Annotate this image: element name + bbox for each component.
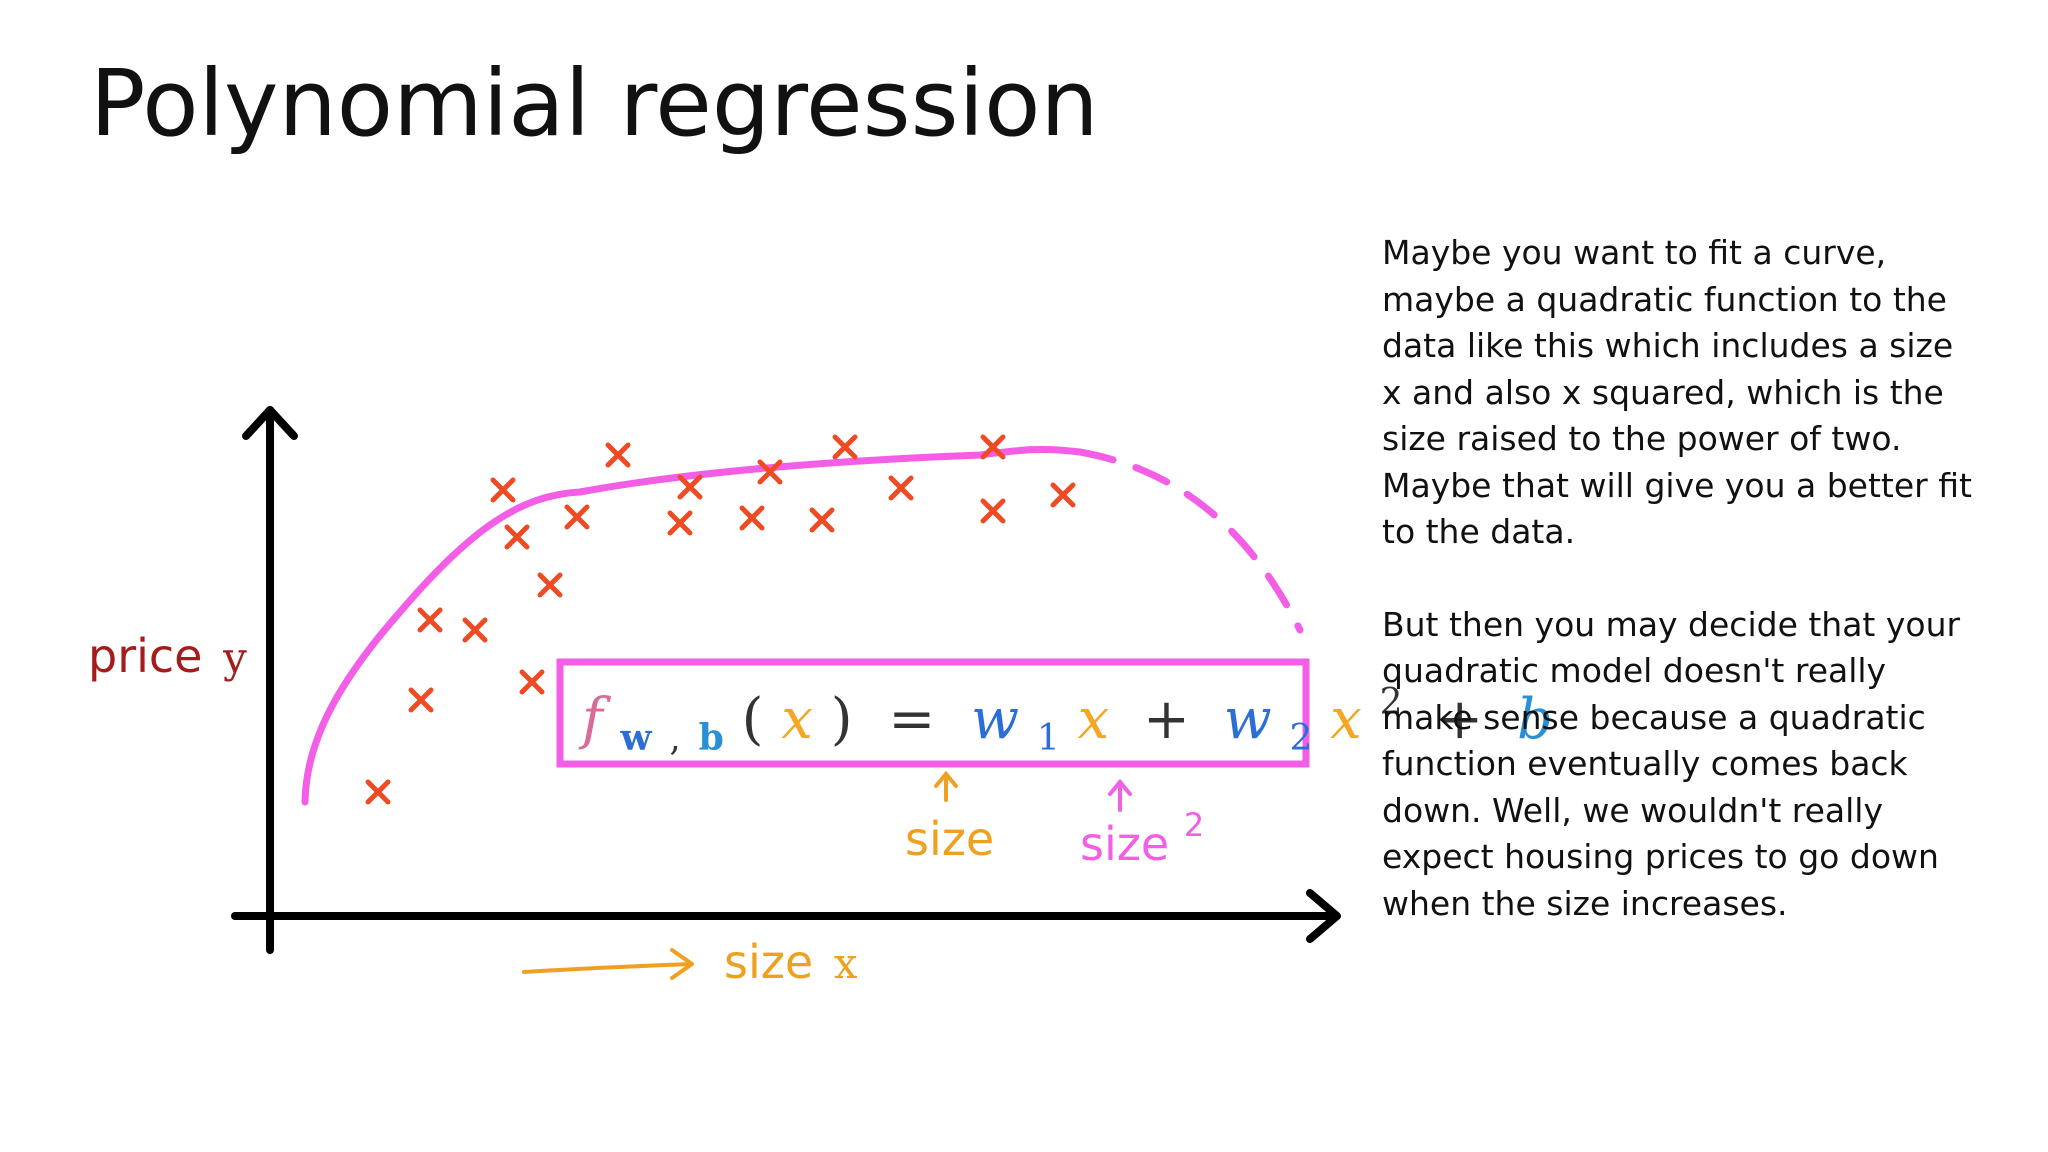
formula-w1-sub: 1	[1037, 718, 1060, 759]
size-arrow	[934, 770, 958, 802]
data-point-17	[888, 475, 914, 501]
x-axis-label: size x	[724, 935, 858, 989]
formula-b: b	[1517, 687, 1553, 752]
formula-x-arg: x	[781, 687, 813, 752]
size-squared-word: size	[1080, 817, 1169, 871]
x-axis-label-var: x	[834, 939, 858, 988]
data-point-3	[417, 607, 443, 633]
data-point-5	[519, 669, 545, 695]
formula-sub-sep: ,	[669, 718, 680, 759]
size-squared-arrow	[1108, 778, 1132, 812]
narration-paragraph-1: Maybe you want to fit a curve, maybe a q…	[1382, 233, 1972, 551]
formula-sub-b: b	[699, 717, 724, 759]
formula-x1: x	[1078, 687, 1110, 752]
data-points	[365, 434, 1076, 805]
data-point-1	[365, 779, 391, 805]
data-point-12	[677, 474, 703, 500]
x-label-arrow	[522, 962, 692, 974]
size-squared-annotation: size 2	[1080, 806, 1204, 871]
axes	[231, 406, 1341, 954]
data-point-16	[832, 434, 858, 460]
formula-box	[556, 658, 1310, 768]
data-point-6	[490, 477, 516, 503]
formula-lparen: (	[742, 687, 764, 752]
slide-title: Polynomial regression	[90, 50, 1099, 157]
formula-w1: w	[971, 687, 1019, 752]
data-point-10	[605, 442, 631, 468]
formula-x2: x	[1330, 687, 1362, 752]
data-point-11	[667, 510, 693, 536]
y-axis-arrowhead	[242, 406, 298, 440]
data-point-8	[537, 572, 563, 598]
x-axis-label-word: size	[724, 935, 813, 989]
data-point-19	[980, 498, 1006, 524]
x-label-arrowhead	[670, 948, 694, 980]
formula: f w , b ( x ) = w 1 x + w 2 x 2 + b	[578, 663, 1553, 764]
x-axis-arrowhead	[1306, 889, 1341, 943]
narration: Maybe you want to fit a curve, maybe a q…	[1382, 230, 1982, 973]
formula-w2: w	[1224, 687, 1272, 752]
formula-plus2: +	[1436, 687, 1483, 752]
y-axis-label-word: price	[88, 629, 202, 683]
formula-equals: =	[888, 687, 935, 752]
size-squared-sup: 2	[1184, 806, 1204, 844]
data-point-14	[757, 459, 783, 485]
formula-plus1: +	[1143, 687, 1190, 752]
formula-f: f	[578, 687, 612, 752]
formula-rparen: )	[831, 687, 853, 752]
data-point-9	[564, 504, 590, 530]
y-axis-label-var: y	[222, 633, 247, 682]
size-annotation: size	[905, 812, 994, 866]
y-axis-label: price y	[88, 629, 247, 683]
fit-curve-dashed	[1076, 448, 1304, 634]
data-point-2	[408, 687, 434, 713]
data-point-18	[980, 434, 1006, 460]
data-point-13	[739, 505, 765, 531]
data-point-4	[462, 617, 488, 643]
formula-x2-sup: 2	[1380, 682, 1403, 723]
data-point-20	[1050, 482, 1076, 508]
data-point-15	[809, 507, 835, 533]
narration-paragraph-2: But then you may decide that your quadra…	[1382, 604, 1961, 923]
data-point-7	[504, 524, 530, 550]
formula-sub-w: w	[620, 717, 653, 759]
formula-w2-sub: 2	[1289, 718, 1312, 759]
